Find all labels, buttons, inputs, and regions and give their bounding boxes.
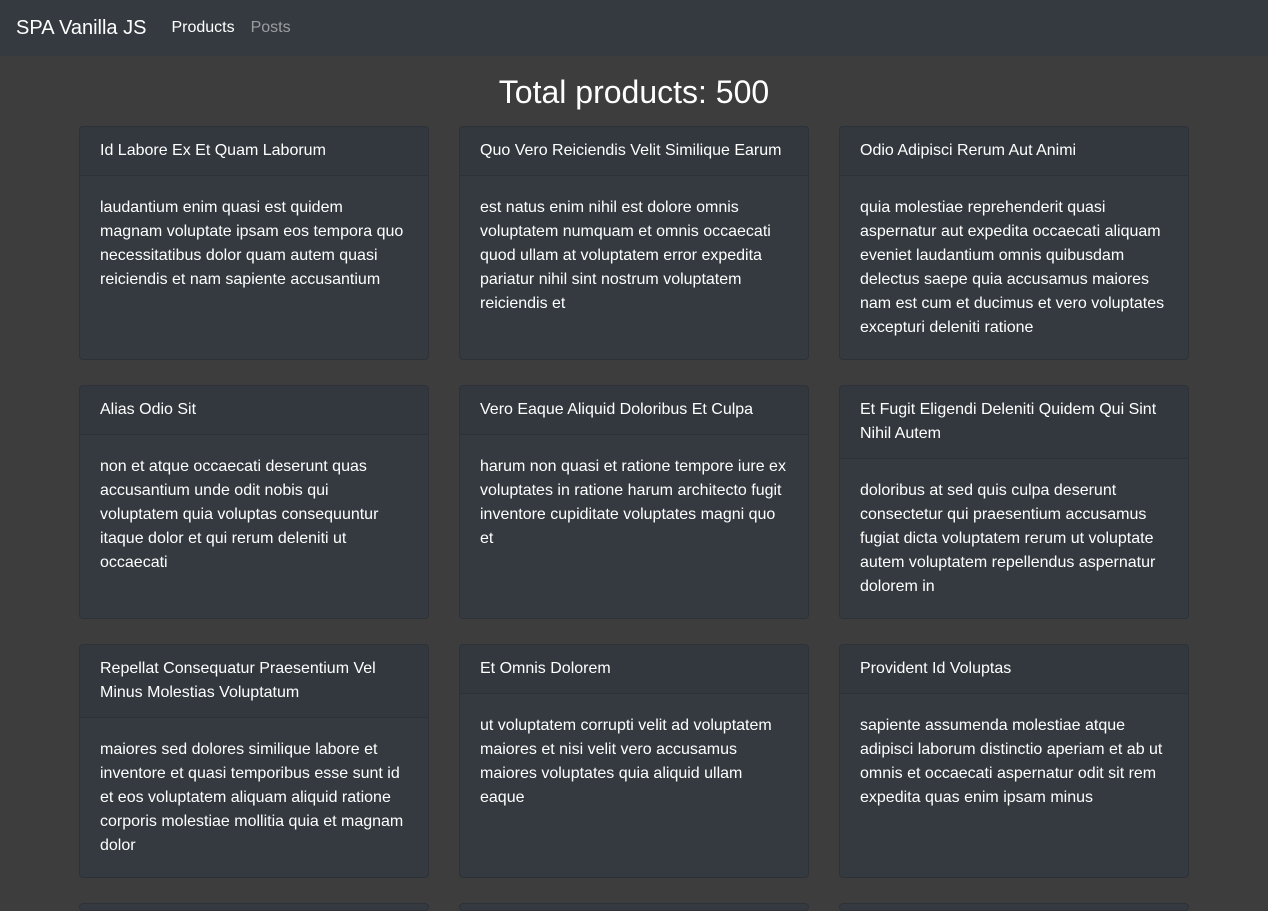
product-card: Alias Odio Sit non et atque occaecati de…: [79, 385, 429, 619]
product-card: Odio Adipisci Rerum Aut Animi quia moles…: [839, 126, 1189, 360]
total-products-heading: Total products: 500: [498, 74, 770, 110]
product-card-partial: [79, 903, 429, 911]
product-card-body: quia molestiae reprehenderit quasi asper…: [860, 199, 1165, 336]
nav-link-products[interactable]: Products: [171, 19, 235, 36]
product-card: Provident Id Voluptas sapiente assumenda…: [839, 644, 1189, 878]
nav-link-posts[interactable]: Posts: [250, 19, 291, 36]
product-card: Et Omnis Dolorem ut voluptatem corrupti …: [459, 644, 809, 878]
product-card-body: est natus enim nihil est dolore omnis vo…: [480, 199, 771, 312]
product-card-partial: [839, 903, 1189, 911]
product-card: Repellat Consequatur Praesentium Vel Min…: [79, 644, 429, 878]
product-card-title: Et Fugit Eligendi Deleniti Quidem Qui Si…: [840, 386, 1188, 459]
product-grid: Id Labore Ex Et Quam Laborum laudantium …: [79, 126, 1189, 911]
product-card: Vero Eaque Aliquid Doloribus Et Culpa ha…: [459, 385, 809, 619]
product-card-title: Odio Adipisci Rerum Aut Animi: [840, 127, 1188, 176]
product-card-title: Quo Vero Reiciendis Velit Similique Earu…: [460, 127, 808, 176]
product-card-body: ut voluptatem corrupti velit ad voluptat…: [480, 717, 772, 806]
product-card-body: sapiente assumenda molestiae atque adipi…: [860, 717, 1163, 806]
product-card-title: Vero Eaque Aliquid Doloribus Et Culpa: [460, 386, 808, 435]
product-card: Et Fugit Eligendi Deleniti Quidem Qui Si…: [839, 385, 1189, 619]
product-card-title: Provident Id Voluptas: [840, 645, 1188, 694]
navbar: SPA Vanilla JS Products Posts: [0, 0, 1268, 56]
product-card: Id Labore Ex Et Quam Laborum laudantium …: [79, 126, 429, 360]
product-card-body: non et atque occaecati deserunt quas acc…: [100, 458, 379, 571]
product-card-title: Et Omnis Dolorem: [460, 645, 808, 694]
product-card-title: Id Labore Ex Et Quam Laborum: [80, 127, 428, 176]
product-card-body: laudantium enim quasi est quidem magnam …: [100, 199, 404, 288]
product-card-partial: [459, 903, 809, 911]
product-card-title: Repellat Consequatur Praesentium Vel Min…: [80, 645, 428, 718]
product-card-body: doloribus at sed quis culpa deserunt con…: [860, 482, 1156, 595]
product-card-title: Alias Odio Sit: [80, 386, 428, 435]
product-card-body: harum non quasi et ratione tempore iure …: [480, 458, 786, 547]
brand-link[interactable]: SPA Vanilla JS: [16, 16, 147, 39]
product-card-body: maiores sed dolores similique labore et …: [100, 741, 404, 854]
product-card: Quo Vero Reiciendis Velit Similique Earu…: [459, 126, 809, 360]
